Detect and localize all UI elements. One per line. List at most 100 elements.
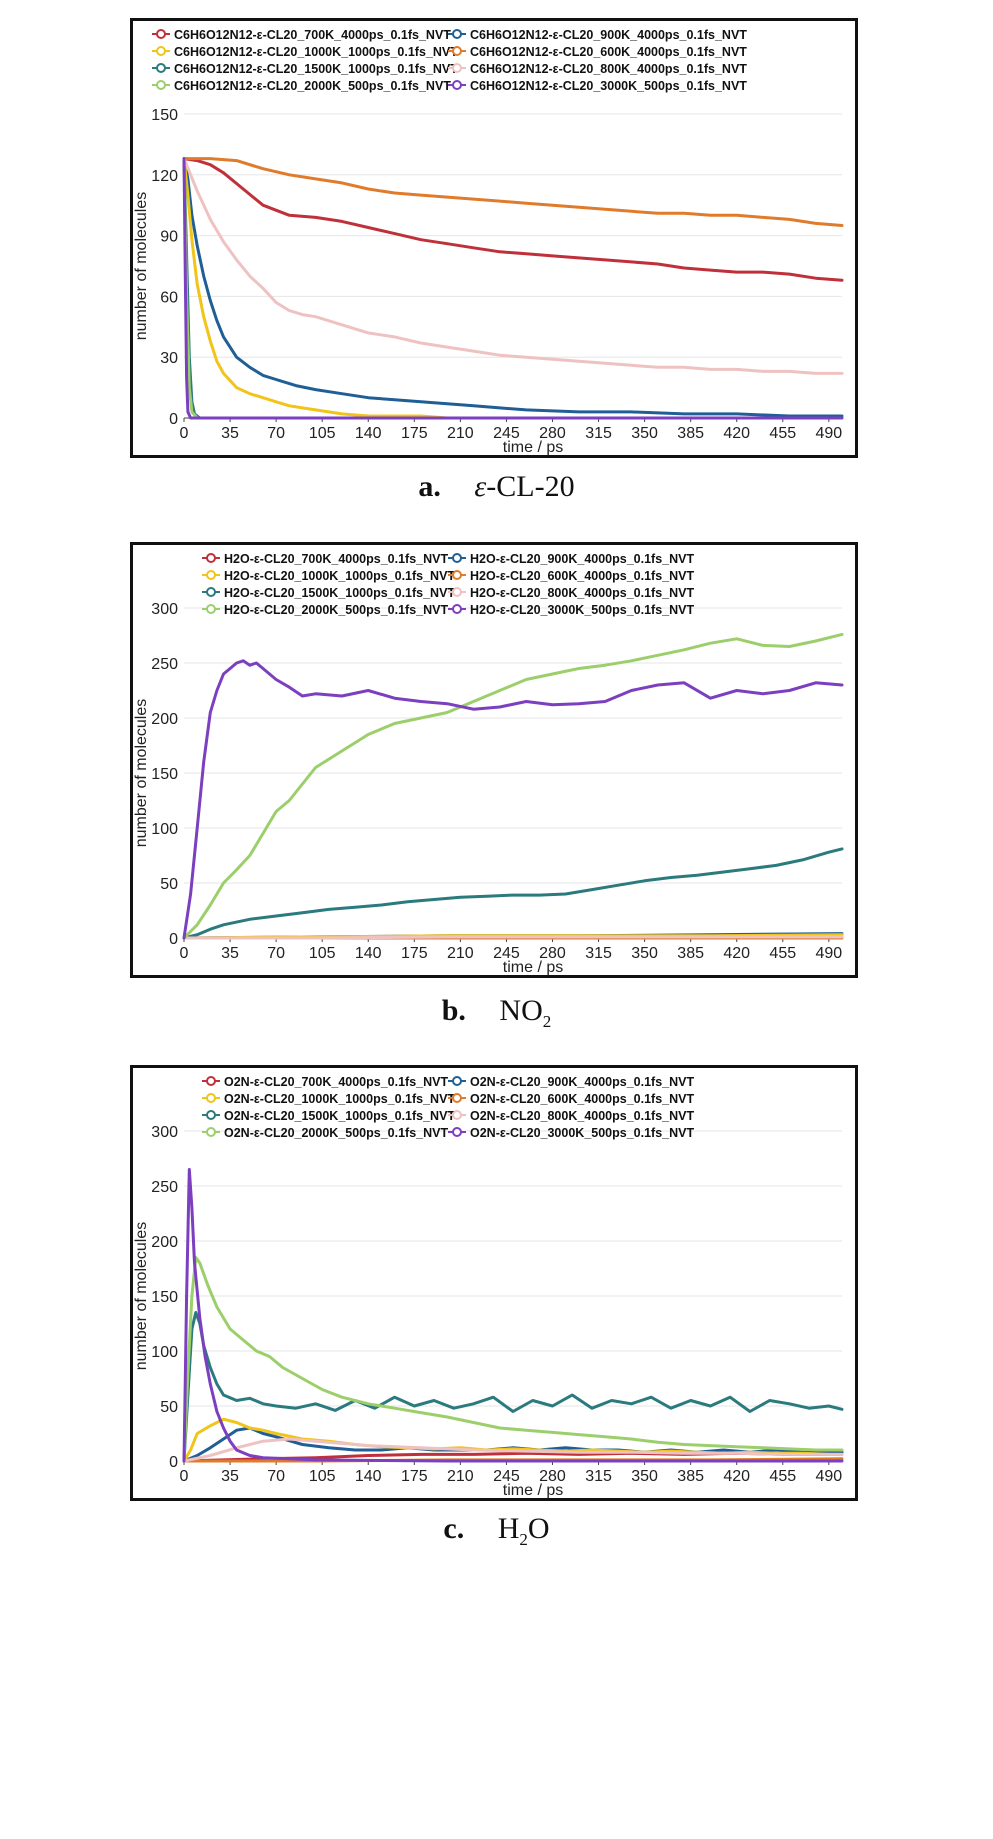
legend-item[interactable]: O2N-ε-CL20_600K_4000ps_0.1fs_NVT — [448, 1092, 694, 1106]
legend-item[interactable]: H2O-ε-CL20_700K_4000ps_0.1fs_NVT — [202, 552, 448, 566]
x-tick-label: 105 — [309, 425, 336, 442]
x-tick-label: 140 — [355, 425, 382, 442]
caption-c-suffix: O — [527, 1512, 550, 1545]
legend-swatch-marker — [156, 63, 166, 73]
legend-label: C6H6O12N12-ε-CL20_2000K_500ps_0.1fs_NVT — [174, 79, 451, 93]
chart-frame — [130, 542, 858, 978]
legend-label: H2O-ε-CL20_600K_4000ps_0.1fs_NVT — [470, 569, 694, 583]
x-tick-label: 420 — [723, 1468, 750, 1485]
legend-item[interactable]: H2O-ε-CL20_900K_4000ps_0.1fs_NVT — [448, 552, 694, 566]
caption-b-letter: b. — [441, 994, 466, 1027]
y-tick-label: 0 — [169, 1454, 178, 1471]
y-tick-label: 250 — [151, 1179, 178, 1196]
legend-item[interactable]: H2O-ε-CL20_3000K_500ps_0.1fs_NVT — [448, 603, 694, 617]
x-axis-label: time / ps — [503, 1482, 563, 1499]
legend-swatch-marker — [452, 29, 462, 39]
y-tick-label: 0 — [169, 931, 178, 948]
legend-item[interactable]: H2O-ε-CL20_600K_4000ps_0.1fs_NVT — [448, 569, 694, 583]
series-line — [182, 1437, 844, 1463]
x-tick-label: 175 — [401, 1468, 428, 1485]
x-tick-label: 280 — [539, 945, 566, 962]
caption-c-text: H — [497, 1512, 520, 1545]
legend-item[interactable]: O2N-ε-CL20_700K_4000ps_0.1fs_NVT — [202, 1075, 448, 1089]
series-line — [182, 1256, 844, 1463]
y-tick-label: 200 — [151, 1234, 178, 1251]
legend-label: H2O-ε-CL20_1000K_1000ps_0.1fs_NVT — [224, 569, 455, 583]
legend-item[interactable]: O2N-ε-CL20_1500K_1000ps_0.1fs_NVT — [202, 1109, 455, 1123]
y-axis-label: number of molecules — [133, 699, 150, 848]
legend-swatch-marker — [206, 570, 216, 580]
x-tick-label: 280 — [539, 425, 566, 442]
series-line — [182, 632, 844, 940]
legend-swatch-marker — [156, 46, 166, 56]
legend-item[interactable]: O2N-ε-CL20_2000K_500ps_0.1fs_NVT — [202, 1126, 448, 1140]
legend-swatch-marker — [452, 63, 462, 73]
legend-item[interactable]: O2N-ε-CL20_900K_4000ps_0.1fs_NVT — [448, 1075, 694, 1089]
x-tick-label: 280 — [539, 1468, 566, 1485]
legend-swatch-marker — [156, 80, 166, 90]
x-tick-label: 105 — [309, 945, 336, 962]
legend-label: O2N-ε-CL20_3000K_500ps_0.1fs_NVT — [470, 1126, 694, 1140]
y-tick-label: 150 — [151, 107, 178, 124]
legend-item[interactable]: O2N-ε-CL20_3000K_500ps_0.1fs_NVT — [448, 1126, 694, 1140]
series-line — [182, 659, 844, 940]
legend-item[interactable]: C6H6O12N12-ε-CL20_2000K_500ps_0.1fs_NVT — [152, 79, 451, 93]
x-tick-label: 385 — [677, 1468, 704, 1485]
legend-swatch-marker — [452, 604, 462, 614]
x-tick-label: 315 — [585, 425, 612, 442]
legend-label: H2O-ε-CL20_2000K_500ps_0.1fs_NVT — [224, 603, 448, 617]
x-axis-label: time / ps — [503, 439, 563, 456]
legend-item[interactable]: H2O-ε-CL20_800K_4000ps_0.1fs_NVT — [448, 586, 694, 600]
x-tick-label: 385 — [677, 425, 704, 442]
x-tick-label: 350 — [631, 1468, 658, 1485]
caption-a: a. ε-CL-20 — [0, 470, 993, 504]
legend-label: O2N-ε-CL20_800K_4000ps_0.1fs_NVT — [470, 1109, 694, 1123]
x-tick-label: 350 — [631, 425, 658, 442]
legend-swatch-marker — [452, 1093, 462, 1103]
y-tick-label: 0 — [169, 411, 178, 428]
x-tick-label: 490 — [815, 945, 842, 962]
legend-label: C6H6O12N12-ε-CL20_3000K_500ps_0.1fs_NVT — [470, 79, 747, 93]
legend-item[interactable]: C6H6O12N12-ε-CL20_3000K_500ps_0.1fs_NVT — [448, 79, 747, 93]
chart-a: 0 30 60 90 120 150 0 35 70 105 140 175 210 245 280 315 3… — [130, 18, 858, 458]
legend-swatch-marker — [206, 1076, 216, 1086]
legend-item[interactable]: C6H6O12N12-ε-CL20_800K_4000ps_0.1fs_NVT — [448, 62, 747, 76]
legend-item[interactable]: C6H6O12N12-ε-CL20_700K_4000ps_0.1fs_NVT — [152, 28, 451, 42]
y-tick-label: 90 — [160, 229, 178, 246]
legend-label: H2O-ε-CL20_800K_4000ps_0.1fs_NVT — [470, 586, 694, 600]
caption-c-subscript: 2 — [519, 1530, 528, 1549]
legend-item[interactable]: C6H6O12N12-ε-CL20_600K_4000ps_0.1fs_NVT — [448, 45, 747, 59]
legend-item[interactable]: O2N-ε-CL20_800K_4000ps_0.1fs_NVT — [448, 1109, 694, 1123]
y-tick-label: 300 — [151, 1124, 178, 1141]
legend-item[interactable]: H2O-ε-CL20_2000K_500ps_0.1fs_NVT — [202, 603, 448, 617]
chart-frame — [130, 18, 858, 458]
x-tick-label: 245 — [493, 425, 520, 442]
caption-c: c. H2O — [0, 1512, 993, 1550]
legend-label: C6H6O12N12-ε-CL20_900K_4000ps_0.1fs_NVT — [470, 28, 747, 42]
y-tick-label: 250 — [151, 656, 178, 673]
x-tick-label: 350 — [631, 945, 658, 962]
series-line — [182, 157, 844, 282]
legend-item[interactable]: H2O-ε-CL20_1000K_1000ps_0.1fs_NVT — [202, 569, 455, 583]
legend-label: O2N-ε-CL20_700K_4000ps_0.1fs_NVT — [224, 1075, 448, 1089]
legend-item[interactable]: O2N-ε-CL20_1000K_1000ps_0.1fs_NVT — [202, 1092, 455, 1106]
legend-swatch-marker — [206, 1110, 216, 1120]
chart-c: 0 50 100 150 200 250 300 0 35 70 105 140 175 210 245 28… — [130, 1065, 858, 1501]
x-tick-label: 105 — [309, 1468, 336, 1485]
x-tick-label: 175 — [401, 945, 428, 962]
legend-item[interactable]: H2O-ε-CL20_1500K_1000ps_0.1fs_NVT — [202, 586, 455, 600]
x-tick-label: 455 — [769, 1468, 796, 1485]
x-tick-label: 140 — [355, 1468, 382, 1485]
legend-swatch-marker — [206, 553, 216, 563]
legend-item[interactable]: C6H6O12N12-ε-CL20_900K_4000ps_0.1fs_NVT — [448, 28, 747, 42]
legend-swatch-marker — [452, 80, 462, 90]
legend-item[interactable]: C6H6O12N12-ε-CL20_1500K_1000ps_0.1fs_NVT — [152, 62, 458, 76]
series-line — [182, 157, 844, 227]
x-tick-label: 0 — [180, 945, 189, 962]
x-tick-label: 245 — [493, 945, 520, 962]
legend-label: H2O-ε-CL20_3000K_500ps_0.1fs_NVT — [470, 603, 694, 617]
legend-item[interactable]: C6H6O12N12-ε-CL20_1000K_1000ps_0.1fs_NVT — [152, 45, 458, 59]
series-line — [182, 847, 844, 940]
caption-b-text: NO — [499, 994, 543, 1027]
legend-label: C6H6O12N12-ε-CL20_1000K_1000ps_0.1fs_NVT — [174, 45, 458, 59]
